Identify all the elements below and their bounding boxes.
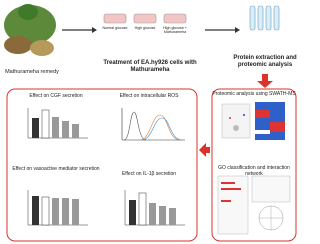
arrow (205, 147, 210, 153)
panel-title: Effect on IL-1β secretion (121, 171, 177, 177)
tubes-icon (249, 5, 280, 31)
go-network (217, 175, 291, 235)
mini-bar-chart (27, 108, 88, 139)
arrow-head (257, 81, 273, 88)
panel-title: Effect on vasoactive mediator secretion (12, 166, 100, 172)
panel-title: Effect on CGF secretion (29, 93, 83, 99)
mini-bar-chart (27, 190, 88, 226)
panel-title: GO classification and interaction networ… (218, 165, 290, 177)
protein-label: Protein extraction and proteomic analysi… (233, 55, 297, 68)
panel-title: Proteomic analysis using SWATH-MS (212, 91, 296, 97)
flask-label: Normal glucose (102, 26, 128, 30)
diagram (4, 4, 297, 242)
panel-title: Effect on intracellular ROS (119, 93, 179, 99)
page: Mathurameha remedy Normal glucose High g… (4, 4, 297, 242)
treatment-label: Treatment of EA.hy926 cells with Mathura… (103, 60, 197, 73)
volcano-heatmap (221, 102, 285, 140)
arrow-head (92, 27, 97, 33)
mini-bar-chart (124, 190, 185, 226)
mini-histogram (121, 108, 185, 141)
flasks (103, 13, 187, 24)
remedy-label: Mathurameha remedy (5, 69, 59, 75)
herb-image (4, 4, 56, 56)
arrow-head (199, 143, 206, 157)
arrow (262, 74, 268, 81)
arrow-head (235, 27, 240, 33)
flask-label: High glucose (134, 26, 156, 30)
flask-label: High glucose + Mathurameha (163, 26, 187, 35)
